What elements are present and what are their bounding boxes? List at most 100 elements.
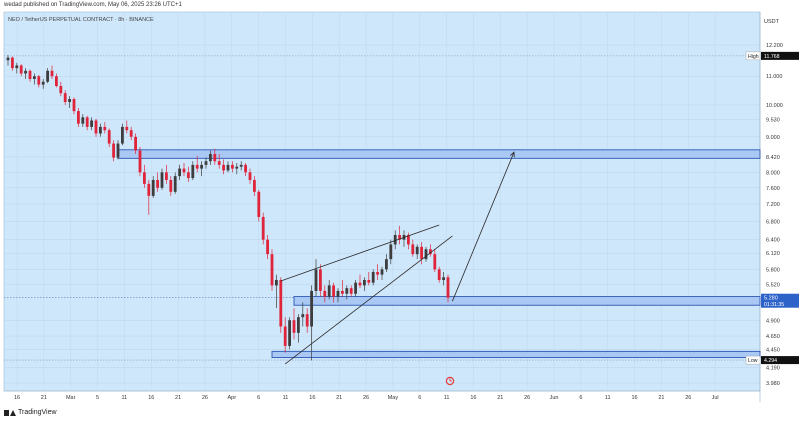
price-tick-label: 5.520 — [766, 282, 780, 288]
candle-body — [433, 254, 437, 270]
footer-brand: TradingView — [4, 409, 57, 416]
candle-body — [134, 136, 137, 151]
price-tick-label: 12.200 — [766, 43, 783, 49]
time-tick-label: 21 — [175, 395, 181, 401]
candle-body — [248, 172, 252, 180]
candle-body — [354, 282, 357, 294]
candle-body — [275, 279, 278, 286]
low-marker-value: 4.294 — [764, 358, 777, 364]
candle-body — [129, 130, 133, 137]
trend-line — [284, 235, 453, 365]
candle-body — [231, 164, 234, 169]
time-tick-label: 26 — [202, 395, 208, 401]
candle-body — [323, 290, 327, 297]
price-tick-label: 10.000 — [766, 103, 783, 109]
price-tick-label: 4.450 — [766, 347, 780, 353]
candle-body — [121, 126, 124, 144]
candle-body — [345, 288, 349, 294]
time-tick-label: Jun — [550, 395, 559, 401]
time-tick-label: 26 — [524, 395, 530, 401]
time-tick-label: 6 — [257, 395, 260, 401]
low-marker-label: Low — [748, 358, 758, 364]
time-tick-label: 5 — [96, 395, 99, 401]
price-axis-labels: 12.200 11.000 10.000 9.530 9.000 8.420 8.000 7.… — [766, 43, 783, 387]
candle-body — [33, 76, 36, 79]
time-tick-label: 16 — [470, 395, 476, 401]
candle-body — [81, 117, 85, 124]
candle-body — [222, 164, 225, 171]
plot-background — [3, 11, 761, 392]
candle-body — [68, 99, 71, 102]
candle-body — [279, 279, 283, 327]
candle-body — [217, 161, 221, 165]
candle-body — [191, 164, 195, 179]
candle-body — [143, 172, 146, 184]
zone-box — [293, 296, 761, 306]
candle-body — [363, 279, 366, 286]
grid-lines — [4, 12, 760, 391]
candle-body — [209, 154, 212, 162]
candle-body — [19, 65, 23, 74]
candle-body — [125, 126, 129, 131]
candle-body — [63, 93, 67, 102]
candle-body — [41, 81, 45, 85]
candle-body — [301, 314, 305, 318]
time-tick-label: 16 — [14, 395, 20, 401]
time-tick-label: Mar — [66, 395, 76, 401]
candle-body — [50, 70, 54, 77]
candle-body — [204, 161, 208, 165]
candle-body — [442, 277, 445, 280]
candle-body — [200, 164, 203, 169]
candle-body — [261, 216, 265, 240]
price-tick-label: 5.800 — [766, 267, 780, 273]
high-marker-tag — [745, 51, 761, 61]
price-tick-label: 3.980 — [766, 381, 780, 387]
symbol-title: NEO / TetherUS PERPETUAL CONTRACT · 8h ·… — [8, 17, 154, 23]
candle-body — [187, 172, 190, 179]
candle-body — [85, 117, 89, 127]
time-tick-label: May — [388, 395, 399, 401]
price-tick-label: 6.400 — [766, 238, 780, 244]
price-tick-label: 4.900 — [766, 318, 780, 324]
candle-body — [437, 269, 441, 280]
candle-body — [376, 271, 379, 275]
alert-clock-icon[interactable] — [445, 376, 455, 386]
candle-body — [160, 172, 164, 188]
price-tick-label: 8.420 — [766, 155, 780, 161]
zone-box — [271, 350, 761, 359]
candle-body — [77, 111, 80, 124]
candle-body — [297, 317, 300, 333]
price-tick-label: 6.800 — [766, 219, 780, 225]
price-tick-label: 9.000 — [766, 135, 780, 141]
price-tick-label: 6.120 — [766, 251, 780, 257]
candle-body — [257, 191, 261, 217]
candle-body — [72, 99, 76, 112]
time-tick-label: 11 — [122, 395, 128, 401]
bar-countdown: 01:31:35 — [764, 302, 784, 308]
candle-body — [407, 234, 410, 245]
high-marker-value: 11.768 — [764, 54, 780, 60]
candle-body — [420, 246, 423, 260]
time-tick-label: 21 — [497, 395, 503, 401]
candle-body — [332, 285, 335, 297]
time-tick-label: 16 — [631, 395, 637, 401]
candle-body — [11, 57, 14, 69]
candle-body — [182, 168, 186, 173]
time-tick-label: 21 — [336, 395, 342, 401]
candle-body — [415, 246, 419, 255]
price-tick-label: 7.600 — [766, 186, 780, 192]
candle-body — [283, 326, 287, 346]
candle-body — [327, 285, 331, 297]
price-tick-label: 9.530 — [766, 118, 780, 124]
brand-label: TradingView — [18, 409, 57, 416]
candle-body — [112, 143, 115, 158]
arrow-head — [510, 151, 515, 158]
candle-body — [367, 279, 371, 283]
candle-body — [305, 314, 309, 327]
candle-body — [213, 154, 217, 162]
candle-body — [138, 150, 142, 173]
time-tick-label: 26 — [363, 395, 369, 401]
candle-body — [156, 179, 159, 188]
